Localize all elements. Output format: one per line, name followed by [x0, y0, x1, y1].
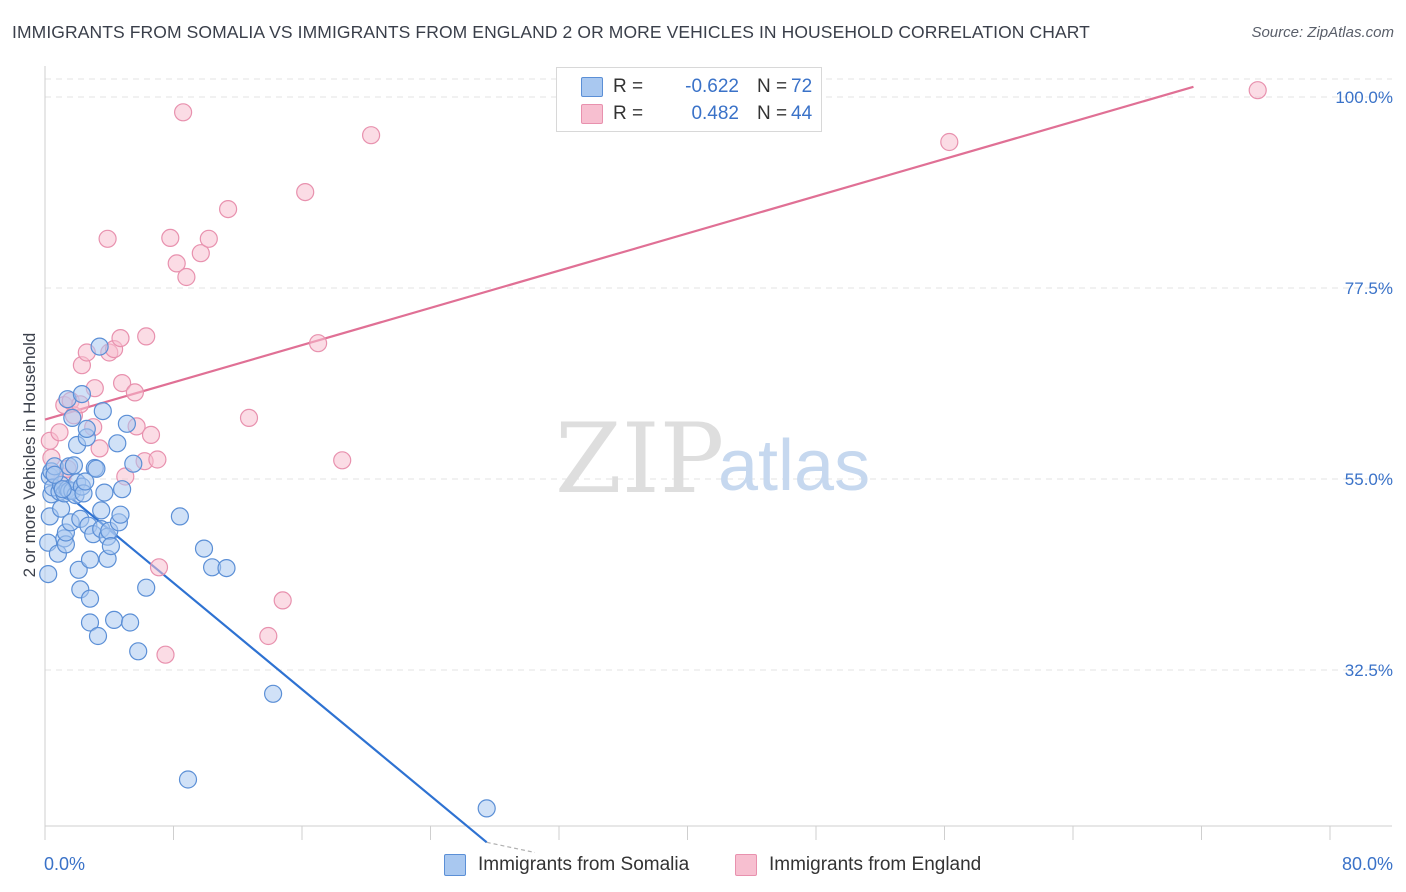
england-point	[167, 254, 186, 273]
somalia-point	[80, 589, 100, 608]
england-point	[148, 450, 167, 469]
england-point	[149, 558, 169, 577]
england-point	[141, 425, 161, 444]
somalia-point	[217, 558, 236, 578]
somalia-point	[104, 610, 124, 630]
y-tick-label: 100.0%	[1335, 88, 1393, 107]
legend-n-label: N =	[757, 103, 788, 124]
y-tick-label: 55.0%	[1345, 470, 1393, 489]
somalia-point	[170, 507, 189, 526]
trendline-somalia	[44, 475, 488, 844]
bottom-legend-label-england: Immigrants from England	[769, 854, 982, 875]
somalia-point	[194, 539, 214, 558]
england-point	[362, 126, 381, 145]
england-point	[112, 374, 132, 393]
somalia-point	[477, 799, 496, 818]
bottom-legend-swatch-somalia	[444, 854, 466, 876]
somalia-point	[117, 414, 137, 433]
england-point	[239, 408, 259, 427]
tick-label-layer: 32.5% 55.0% 77.5% 100.0% 0.0% 80.0%	[44, 88, 1393, 874]
england-point	[219, 200, 238, 219]
somalia-point	[178, 770, 198, 789]
legend-swatch-england	[581, 104, 603, 124]
somalia-point	[80, 613, 100, 632]
watermark-atlas: atlas	[718, 426, 870, 506]
legend-r-value-somalia: -0.622	[685, 76, 739, 97]
legend-r-label: R =	[613, 76, 644, 97]
england-point	[259, 626, 278, 646]
somalia-point	[53, 480, 72, 499]
somalia-point	[264, 684, 283, 703]
england-point	[90, 439, 109, 458]
england-point	[309, 334, 328, 353]
somalia-point	[64, 456, 84, 475]
somalia-point	[90, 337, 109, 356]
legend-r-value-england: 0.482	[691, 103, 739, 124]
trendline-layer	[44, 85, 1194, 854]
chart-title: IMMIGRANTS FROM SOMALIA VS IMMIGRANTS FR…	[12, 22, 1090, 42]
watermark-zip: ZIP	[555, 403, 724, 515]
somalia-point	[112, 480, 132, 499]
somalia-point	[101, 536, 121, 556]
somalia-point	[111, 505, 130, 524]
bottom-legend-label-somalia: Immigrants from Somalia	[478, 854, 690, 875]
somalia-point	[63, 408, 82, 427]
england-point	[111, 329, 130, 348]
source-credit: Source: ZipAtlas.com	[1251, 24, 1394, 41]
england-point	[1248, 81, 1267, 100]
legend-n-label: N =	[757, 76, 788, 97]
somalia-point	[95, 483, 114, 502]
correlation-legend: R = -0.622 N = 72 R = 0.482 N = 44	[556, 67, 822, 132]
somalia-point	[77, 419, 96, 438]
somalia-point	[76, 472, 95, 491]
somalia-point	[92, 501, 111, 520]
grid-layer	[45, 78, 1392, 671]
somalia-point	[80, 550, 100, 569]
somalia-point	[39, 564, 58, 584]
legend-r-label: R =	[613, 103, 644, 124]
x-tick-label: 80.0%	[1342, 854, 1393, 874]
somalia-point	[45, 465, 64, 484]
somalia-point	[137, 578, 156, 597]
bottom-legend-swatch-england	[735, 854, 757, 876]
y-tick-label: 77.5%	[1345, 279, 1393, 298]
england-point	[333, 451, 352, 470]
england-point	[137, 327, 156, 346]
england-point	[940, 132, 959, 152]
somalia-point	[69, 560, 88, 579]
somalia-point	[93, 402, 112, 421]
england-point	[273, 591, 292, 610]
legend-swatch-somalia	[581, 77, 603, 97]
trendline-somalia-extension	[486, 841, 536, 854]
england-point	[98, 229, 117, 248]
legend-n-value-england: 44	[791, 103, 813, 124]
england-point	[296, 183, 315, 202]
england-point	[50, 423, 69, 442]
somalia-point	[124, 454, 143, 473]
trendline-england	[44, 85, 1194, 421]
legend-n-value-somalia: 72	[791, 76, 813, 97]
england-point	[177, 267, 196, 287]
england-point	[191, 244, 210, 263]
england-point	[199, 229, 218, 248]
somalia-point	[121, 613, 140, 632]
somalia-point	[108, 434, 127, 453]
x-tick-label: 0.0%	[44, 854, 85, 874]
somalia-point	[72, 385, 92, 404]
somalia-point	[129, 642, 148, 661]
somalia-point	[87, 459, 106, 478]
england-point	[125, 383, 144, 402]
y-tick-label: 32.5%	[1345, 661, 1393, 680]
england-point	[156, 645, 175, 664]
y-axis-label: 2 or more Vehicles in Household	[20, 332, 39, 578]
points-layer	[39, 81, 1267, 818]
somalia-point	[88, 626, 108, 646]
england-point	[174, 103, 193, 122]
england-point	[161, 228, 180, 247]
